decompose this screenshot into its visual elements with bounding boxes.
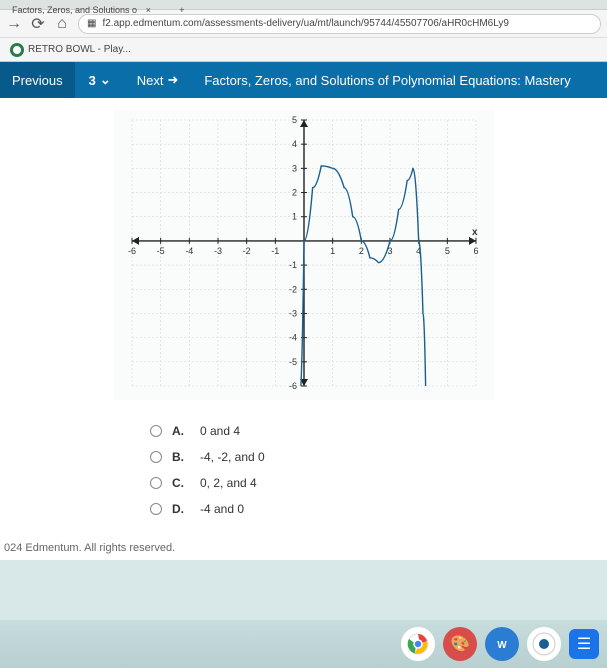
menu-icon[interactable]: ☰ bbox=[569, 629, 599, 659]
option-text: 0, 2, and 4 bbox=[200, 476, 257, 490]
next-button[interactable]: Next ➜ bbox=[125, 72, 191, 88]
radio-icon[interactable] bbox=[150, 425, 162, 437]
svg-text:-4: -4 bbox=[288, 333, 296, 343]
graph-container: -6-5-4-3-2-1123456-6-5-4-3-2-112345x bbox=[0, 106, 607, 404]
chrome-icon[interactable] bbox=[401, 627, 435, 661]
svg-text:x: x bbox=[472, 227, 478, 238]
radio-icon[interactable] bbox=[150, 477, 162, 489]
page-title: Factors, Zeros, and Solutions of Polynom… bbox=[190, 73, 584, 88]
copyright-footer: 024 Edmentum. All rights reserved. bbox=[0, 536, 607, 560]
svg-text:1: 1 bbox=[330, 246, 335, 256]
answer-option-b[interactable]: B. -4, -2, and 0 bbox=[150, 444, 607, 470]
polynomial-graph: -6-5-4-3-2-1123456-6-5-4-3-2-112345x bbox=[114, 110, 494, 400]
svg-text:-4: -4 bbox=[185, 246, 193, 256]
bookmark-label: RETRO BOWL - Play... bbox=[28, 44, 131, 55]
answer-option-a[interactable]: A. 0 and 4 bbox=[150, 418, 607, 444]
svg-text:-1: -1 bbox=[271, 246, 279, 256]
svg-text:W: W bbox=[497, 640, 507, 651]
option-letter: A. bbox=[172, 424, 190, 438]
edmentum-icon[interactable] bbox=[527, 627, 561, 661]
next-label: Next bbox=[137, 73, 164, 88]
svg-text:-6: -6 bbox=[127, 246, 135, 256]
svg-text:5: 5 bbox=[291, 115, 296, 125]
svg-text:3: 3 bbox=[291, 163, 296, 173]
content-area: -6-5-4-3-2-1123456-6-5-4-3-2-112345x A. … bbox=[0, 98, 607, 560]
arrow-right-icon: ➜ bbox=[167, 72, 178, 88]
svg-text:-6: -6 bbox=[288, 381, 296, 391]
svg-text:-5: -5 bbox=[288, 357, 296, 367]
option-letter: C. bbox=[172, 476, 190, 490]
app-toolbar: Previous 3 ⌄ Next ➜ Factors, Zeros, and … bbox=[0, 62, 607, 98]
question-number-value: 3 bbox=[89, 73, 96, 88]
bookmark-retro-bowl[interactable]: RETRO BOWL - Play... bbox=[10, 43, 131, 57]
radio-icon[interactable] bbox=[150, 503, 162, 515]
app-icon[interactable]: 🎨 bbox=[443, 627, 477, 661]
svg-text:-3: -3 bbox=[288, 308, 296, 318]
option-text: -4, -2, and 0 bbox=[200, 450, 265, 464]
bookmark-favicon bbox=[10, 43, 24, 57]
svg-text:4: 4 bbox=[291, 139, 296, 149]
svg-text:-2: -2 bbox=[288, 284, 296, 294]
svg-text:2: 2 bbox=[358, 246, 363, 256]
option-letter: B. bbox=[172, 450, 190, 464]
home-icon[interactable]: ⌂ bbox=[54, 16, 70, 32]
taskbar: 🎨 W ☰ bbox=[0, 620, 607, 668]
word-icon[interactable]: W bbox=[485, 627, 519, 661]
svg-text:2: 2 bbox=[291, 188, 296, 198]
svg-text:-2: -2 bbox=[242, 246, 250, 256]
svg-text:-1: -1 bbox=[288, 260, 296, 270]
svg-text:6: 6 bbox=[473, 246, 478, 256]
previous-button[interactable]: Previous bbox=[0, 62, 75, 98]
reload-icon[interactable]: ⟳ bbox=[30, 16, 46, 32]
answer-option-d[interactable]: D. -4 and 0 bbox=[150, 496, 607, 522]
url-text: f2.app.edmentum.com/assessments-delivery… bbox=[102, 18, 509, 29]
site-info-icon[interactable]: ▦ bbox=[87, 18, 96, 29]
answer-list: A. 0 and 4 B. -4, -2, and 0 C. 0, 2, and… bbox=[0, 404, 607, 536]
option-text: -4 and 0 bbox=[200, 502, 244, 516]
option-letter: D. bbox=[172, 502, 190, 516]
url-bar[interactable]: ▦ f2.app.edmentum.com/assessments-delive… bbox=[78, 14, 601, 34]
answer-option-c[interactable]: C. 0, 2, and 4 bbox=[150, 470, 607, 496]
svg-text:-3: -3 bbox=[213, 246, 221, 256]
svg-text:1: 1 bbox=[291, 212, 296, 222]
question-number[interactable]: 3 ⌄ bbox=[75, 72, 125, 88]
forward-icon[interactable]: → bbox=[6, 16, 22, 32]
bookmarks-bar: RETRO BOWL - Play... bbox=[0, 38, 607, 62]
option-text: 0 and 4 bbox=[200, 424, 240, 438]
tab-strip: Factors, Zeros, and Solutions o × + bbox=[0, 0, 607, 10]
radio-icon[interactable] bbox=[150, 451, 162, 463]
previous-label: Previous bbox=[12, 73, 63, 88]
browser-nav: → ⟳ ⌂ ▦ f2.app.edmentum.com/assessments-… bbox=[0, 10, 607, 38]
svg-text:-5: -5 bbox=[156, 246, 164, 256]
chevron-down-icon: ⌄ bbox=[100, 72, 111, 88]
svg-text:5: 5 bbox=[444, 246, 449, 256]
